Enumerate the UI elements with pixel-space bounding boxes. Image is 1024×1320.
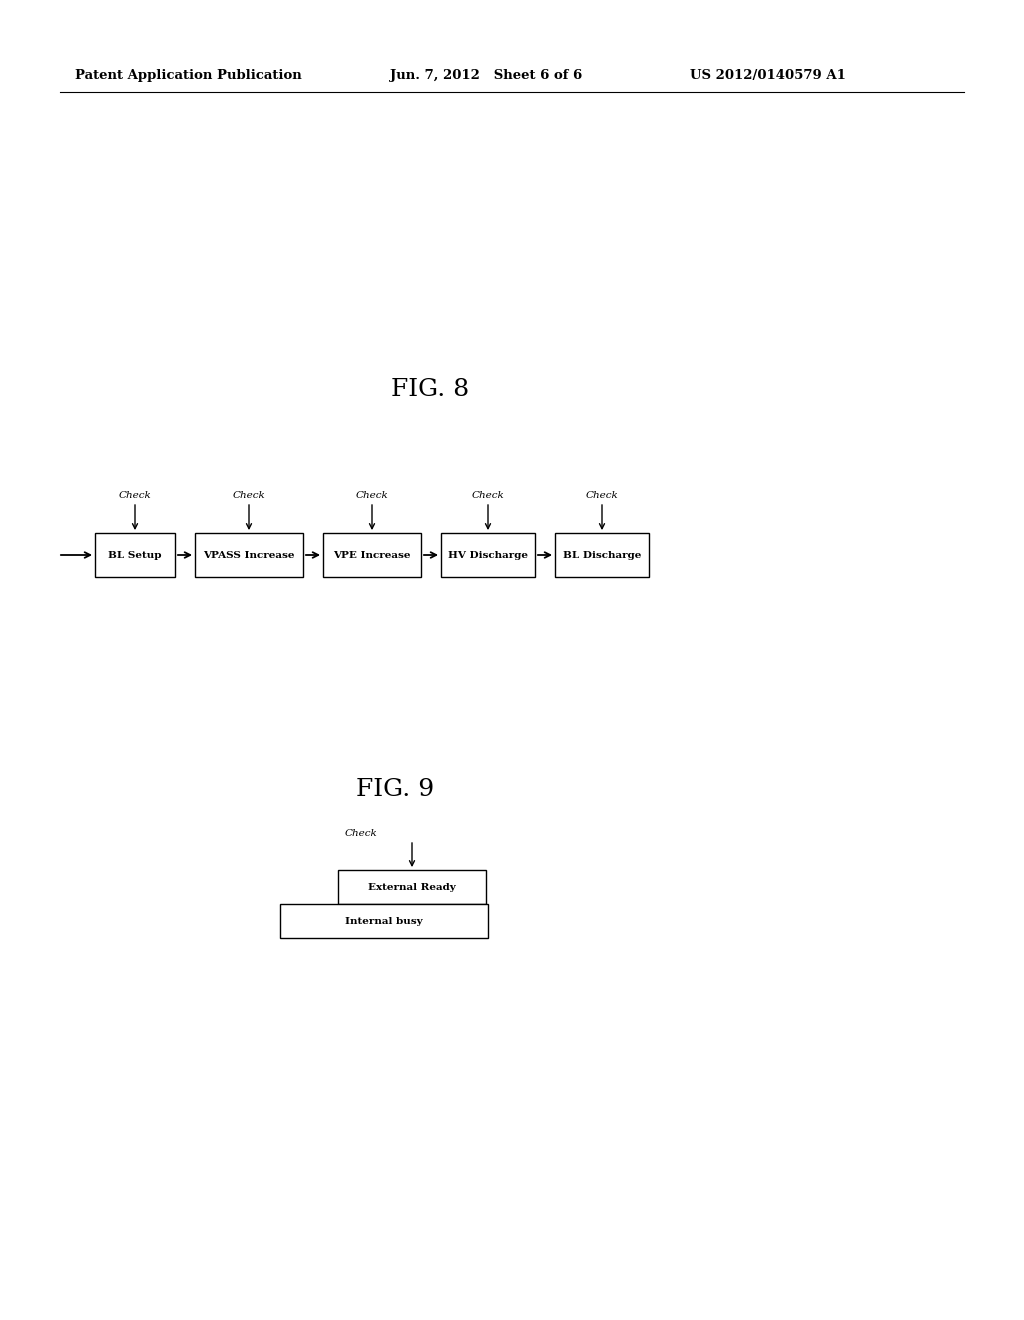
- Text: US 2012/0140579 A1: US 2012/0140579 A1: [690, 69, 846, 82]
- Bar: [280, 904, 488, 939]
- Text: Check: Check: [345, 829, 378, 838]
- Text: BL Setup: BL Setup: [109, 550, 162, 560]
- Text: FIG. 8: FIG. 8: [391, 379, 469, 401]
- Text: Jun. 7, 2012   Sheet 6 of 6: Jun. 7, 2012 Sheet 6 of 6: [390, 69, 583, 82]
- Text: Check: Check: [119, 491, 152, 500]
- Text: Check: Check: [472, 491, 505, 500]
- Text: BL Discharge: BL Discharge: [563, 550, 641, 560]
- Text: External Ready: External Ready: [368, 883, 456, 891]
- Text: Internal busy: Internal busy: [345, 916, 423, 925]
- Text: Check: Check: [355, 491, 388, 500]
- Text: VPE Increase: VPE Increase: [333, 550, 411, 560]
- Bar: [195, 533, 303, 577]
- Bar: [441, 533, 535, 577]
- Text: HV Discharge: HV Discharge: [449, 550, 528, 560]
- Text: Check: Check: [232, 491, 265, 500]
- Bar: [323, 533, 421, 577]
- Bar: [555, 533, 649, 577]
- Text: VPASS Increase: VPASS Increase: [203, 550, 295, 560]
- Bar: [338, 870, 486, 904]
- Text: Check: Check: [586, 491, 618, 500]
- Bar: [95, 533, 175, 577]
- Text: FIG. 9: FIG. 9: [356, 779, 434, 801]
- Text: Patent Application Publication: Patent Application Publication: [75, 69, 302, 82]
